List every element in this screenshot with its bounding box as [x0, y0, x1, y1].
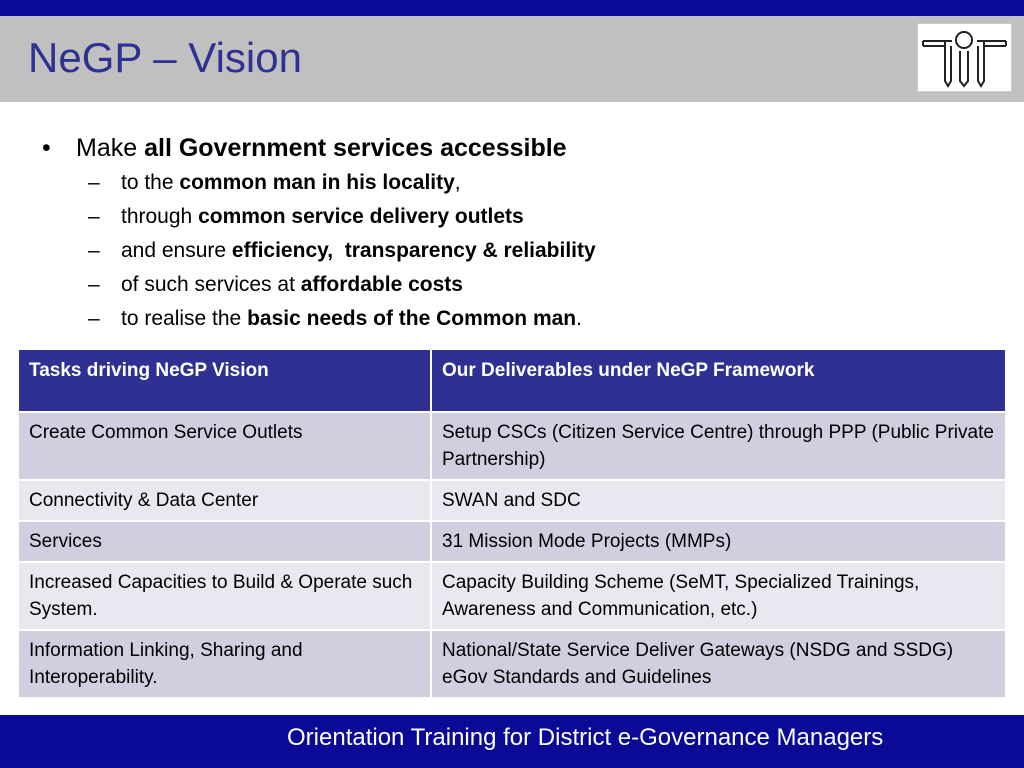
top-bar [0, 0, 1024, 16]
table-cell: 31 Mission Mode Projects (MMPs) [430, 520, 1007, 563]
slide-title: NeGP – Vision [28, 34, 302, 81]
table-cell: Increased Capacities to Build & Operate … [17, 561, 432, 631]
bullet-marker: • [42, 134, 51, 162]
table-row: Connectivity & Data Center SWAN and SDC [17, 479, 1007, 522]
table-row: Information Linking, Sharing and Interop… [17, 629, 1007, 699]
footer-text: Orientation Training for District e-Gove… [287, 724, 884, 751]
table-cell: Information Linking, Sharing and Interop… [17, 629, 432, 699]
footer-bar: Orientation Training for District e-Gove… [0, 715, 1024, 768]
table-cell: Create Common Service Outlets [17, 411, 432, 481]
main-bullet-text: Make all Government services accessible [76, 134, 567, 162]
table-row: Increased Capacities to Build & Operate … [17, 561, 1007, 631]
table-row: Create Common Service Outlets Setup CSCs… [17, 411, 1007, 481]
table-cell: Services [17, 520, 432, 563]
table-header-tasks: Tasks driving NeGP Vision [17, 348, 432, 413]
table-cell: National/State Service Deliver Gateways … [430, 629, 1007, 699]
table-cell: Setup CSCs (Citizen Service Centre) thro… [430, 411, 1007, 481]
table-header-row: Tasks driving NeGP Vision Our Deliverabl… [17, 348, 1007, 413]
table-row: Services 31 Mission Mode Projects (MMPs) [17, 520, 1007, 563]
header-band [0, 16, 1024, 102]
institute-logo-icon [917, 23, 1012, 92]
table-cell: Capacity Building Scheme (SeMT, Speciali… [430, 561, 1007, 631]
table-cell: SWAN and SDC [430, 479, 1007, 522]
table-header-deliverables: Our Deliverables under NeGP Framework [430, 348, 1007, 413]
table-cell: Connectivity & Data Center [17, 479, 432, 522]
vision-table: Tasks driving NeGP Vision Our Deliverabl… [17, 348, 1007, 699]
